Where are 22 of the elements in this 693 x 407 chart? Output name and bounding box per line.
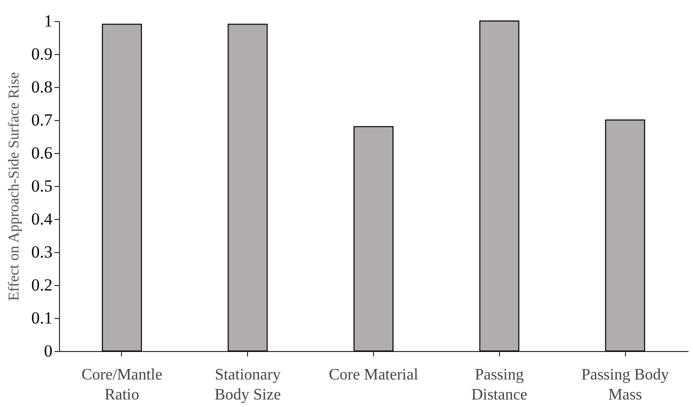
y-tick-label: 0.5 bbox=[31, 176, 52, 196]
y-tick-label: 0.2 bbox=[31, 276, 52, 294]
y-tick-label: 0.8 bbox=[31, 78, 52, 96]
y-tick-label: 0.3 bbox=[31, 242, 52, 262]
x-tick-label: Core/Mantle Ratio bbox=[81, 366, 162, 404]
y-axis-title: Effect on Approach-Side Surface Rise bbox=[6, 72, 22, 301]
y-tick-label: 0 bbox=[44, 342, 52, 360]
y-tick-label: 0.9 bbox=[31, 44, 52, 64]
y-tick-label: 0.4 bbox=[31, 210, 53, 228]
y-tick-label: 1 bbox=[44, 12, 52, 30]
bar bbox=[228, 24, 268, 352]
bar bbox=[102, 24, 142, 352]
x-tick-label: Passing Body Mass bbox=[581, 366, 669, 404]
y-tick-label: 0.1 bbox=[31, 308, 52, 328]
y-tick-label: 0.7 bbox=[31, 110, 53, 130]
x-tick-label: Passing Distance bbox=[471, 366, 528, 404]
x-tick-label: Stationary Body Size bbox=[214, 366, 281, 404]
x-tick-label: Core Material bbox=[328, 366, 419, 384]
y-tick-label: 0.6 bbox=[31, 144, 52, 162]
bar bbox=[605, 120, 646, 352]
bar bbox=[479, 20, 520, 352]
bar bbox=[354, 126, 394, 352]
